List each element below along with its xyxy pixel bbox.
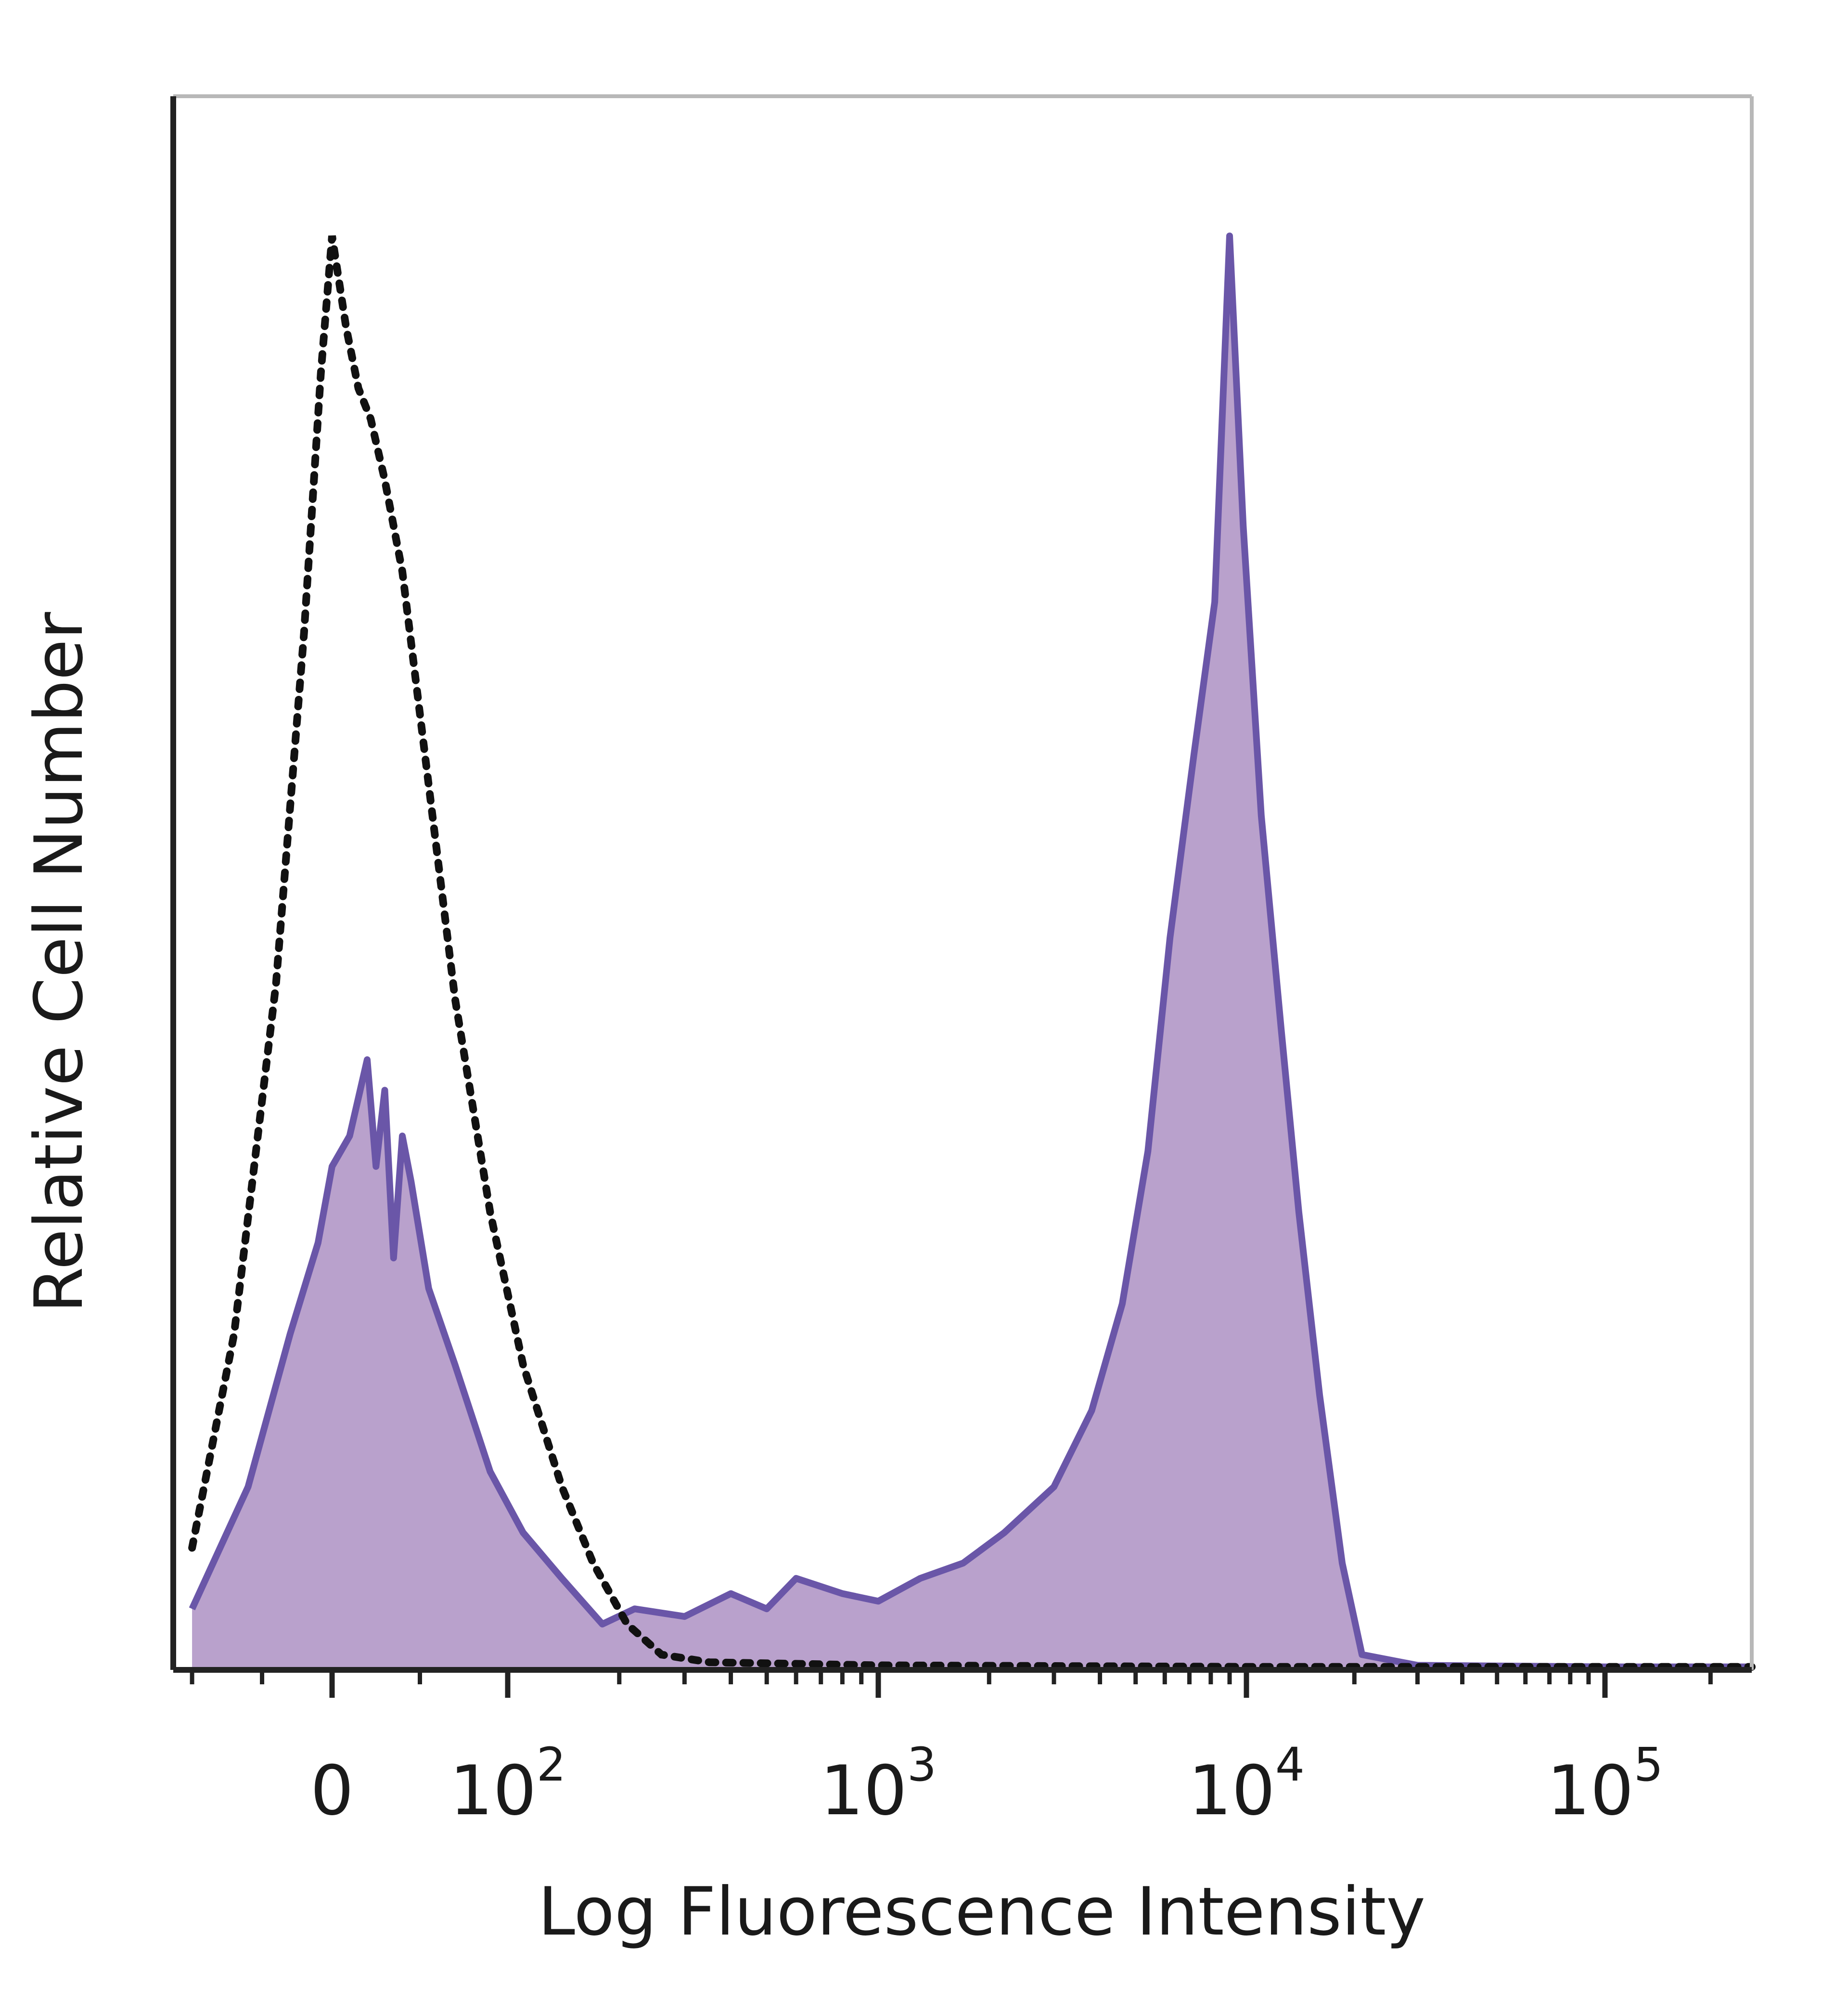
x-tick-label: 0 (310, 1751, 354, 1831)
y-axis-label: Relative Cell Number (20, 612, 98, 1313)
x-tick-label: 103 (820, 1738, 937, 1831)
filled-histogram-area (192, 236, 1752, 1670)
plot-area (188, 232, 1756, 1671)
x-tick-label: 104 (1188, 1738, 1305, 1831)
axes: 0 102 103 104 105 (170, 94, 1754, 1831)
filled-histogram-outline (189, 232, 1752, 1670)
x-tick-label: 105 (1547, 1738, 1663, 1831)
dotted-histogram-line (188, 235, 1756, 1671)
x-tick-label: 102 (449, 1738, 566, 1831)
x-axis-label: Log Fluorescence Intensity (538, 1873, 1425, 1950)
